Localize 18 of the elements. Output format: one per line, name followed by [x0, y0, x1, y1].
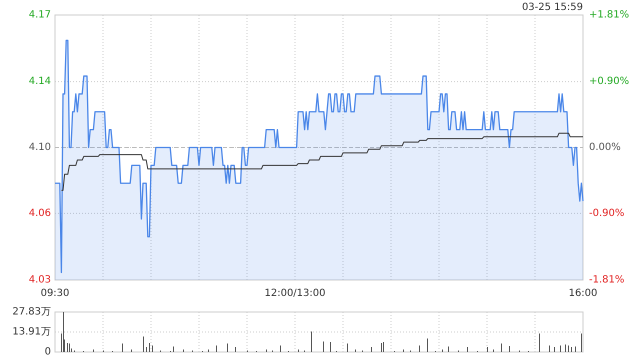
y2-tick-label: 0.00% — [589, 142, 621, 153]
y2-tick-label: -0.90% — [589, 208, 624, 219]
y-tick-label: 27.83万 — [12, 306, 51, 318]
y-tick-label: 4.06 — [28, 208, 51, 219]
y2-tick-label: +1.81% — [589, 10, 630, 20]
y-tick-label: 4.03 — [28, 274, 51, 286]
y-tick-label: 0 — [44, 346, 51, 358]
y-tick-label: 13.91万 — [12, 326, 51, 338]
y2-tick-label: +0.90% — [589, 76, 630, 88]
x-tick-label: 16:00 — [568, 288, 598, 299]
y2-tick-label: -1.81% — [589, 274, 624, 286]
y-tick-label: 4.17 — [28, 10, 51, 20]
y-tick-label: 4.10 — [28, 142, 51, 153]
x-tick-label: 09:30 — [40, 288, 70, 299]
text: 03-25 15:59 — [522, 2, 583, 13]
y-tick-label: 4.14 — [28, 76, 51, 88]
line-series — [60, 132, 584, 191]
x-tick-label: 12:00/13:00 — [264, 288, 326, 299]
